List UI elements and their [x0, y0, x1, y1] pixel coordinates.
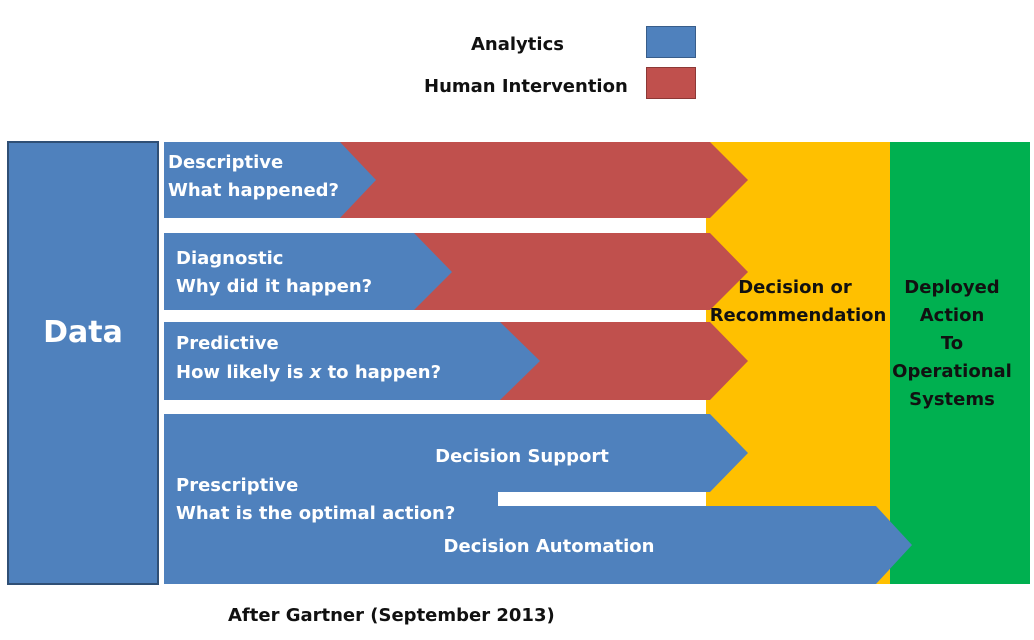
descriptive-analytics-arrow	[164, 142, 376, 218]
descriptive-title: Descriptive	[168, 152, 283, 173]
decision-line-2: Recommendation	[710, 305, 887, 326]
predictive-analytics-arrow	[164, 322, 540, 400]
predictive-question-pre: How likely is	[176, 362, 310, 383]
prescriptive-question: What is the optimal action?	[176, 503, 455, 524]
decision-automation-label: Decision Automation	[444, 536, 655, 557]
deployed-column	[888, 142, 1030, 584]
diagnostic-analytics-arrow	[164, 233, 452, 310]
legend-human-intervention-label: Human Intervention	[424, 76, 628, 97]
diagnostic-question: Why did it happen?	[176, 276, 372, 297]
caption: After Gartner (September 2013)	[228, 605, 555, 626]
diagnostic-title: Diagnostic	[176, 248, 283, 269]
predictive-title: Predictive	[176, 333, 279, 354]
predictive-question: How likely is x to happen?	[176, 362, 441, 383]
predictive-human-arrow	[500, 322, 748, 400]
legend-human-intervention-swatch	[646, 67, 696, 99]
predictive-question-post: to happen?	[321, 362, 441, 383]
descriptive-question: What happened?	[168, 180, 339, 201]
predictive-question-var: x	[309, 362, 323, 383]
legend-analytics-swatch	[646, 26, 696, 58]
decision-support-label: Decision Support	[435, 446, 609, 467]
deployed-line-1: Deployed	[904, 277, 999, 298]
data-label: Data	[43, 315, 123, 350]
deployed-line-3: To	[941, 333, 963, 354]
data-box	[7, 141, 159, 585]
deployed-line-5: Systems	[909, 389, 995, 410]
diagnostic-human-arrow	[414, 233, 748, 310]
deployed-line-2: Action	[920, 305, 985, 326]
decision-automation-arrow	[164, 506, 912, 584]
decision-support-arrow	[164, 414, 748, 506]
decision-line-1: Decision or	[738, 277, 852, 298]
legend-analytics-label: Analytics	[471, 34, 564, 55]
descriptive-human-arrow	[340, 142, 748, 218]
prescriptive-title: Prescriptive	[176, 475, 298, 496]
deployed-line-4: Operational	[892, 361, 1012, 382]
